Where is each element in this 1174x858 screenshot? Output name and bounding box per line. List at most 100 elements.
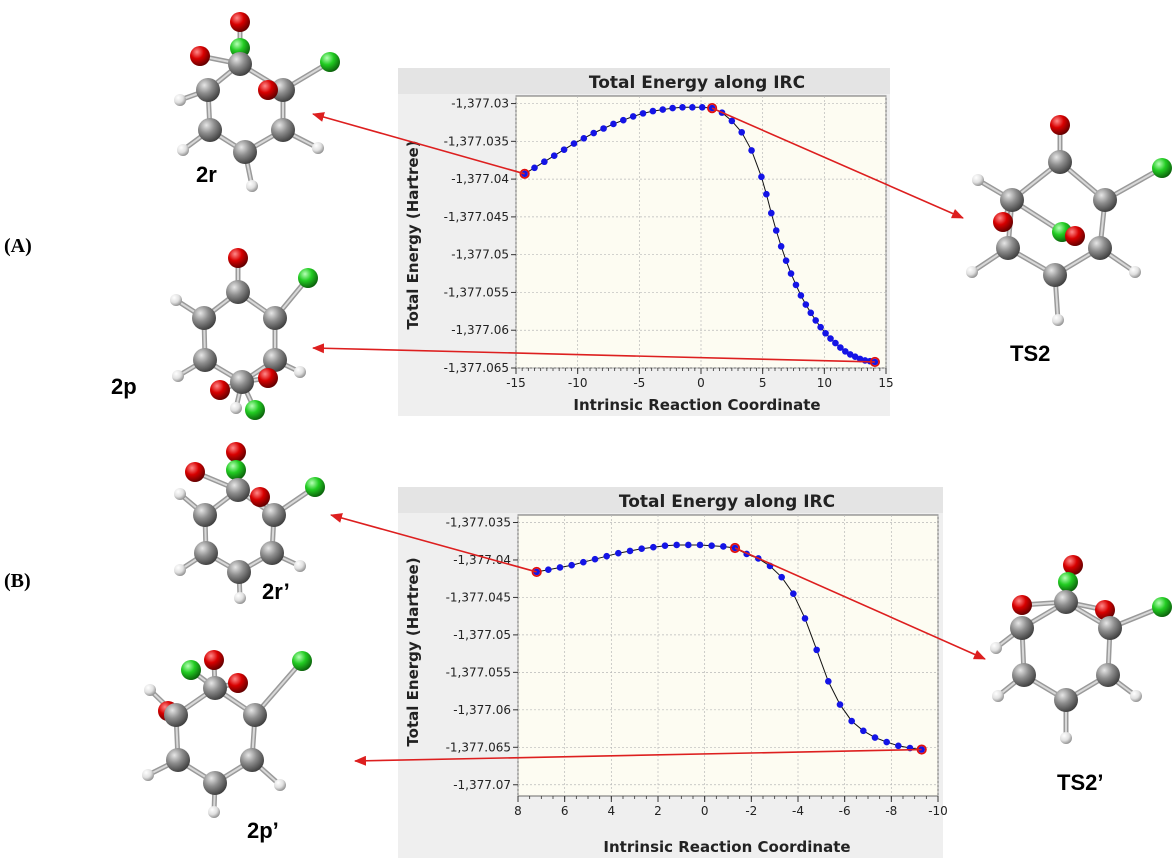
data-point (550, 152, 558, 159)
data-point (531, 164, 538, 172)
chlorine-atom (292, 651, 312, 671)
data-point (669, 104, 676, 112)
molecule-2r-icon (174, 12, 340, 192)
carbon-atom (1012, 663, 1036, 687)
chart-b-xlabel: Intrinsic Reaction Coordinate (603, 838, 850, 856)
data-point (832, 339, 839, 347)
chart-b-title-bar (398, 487, 943, 513)
oxygen-atom (185, 462, 205, 482)
data-point (787, 270, 795, 277)
connector-arrow (312, 112, 525, 175)
label-2p: 2p (111, 374, 137, 399)
hydrogen-atom (177, 144, 189, 156)
label-2r-prime: 2r’ (262, 579, 290, 604)
data-point (591, 555, 599, 563)
y-tick-label: -1,377.03 (451, 97, 509, 111)
data-point (807, 309, 815, 317)
oxygen-atom (993, 212, 1013, 232)
y-tick-label: -1,377.035 (446, 515, 511, 529)
x-tick-label: 5 (759, 376, 767, 390)
carbon-atom (203, 771, 227, 795)
chlorine-atom (245, 400, 265, 420)
carbon-atom (1096, 663, 1120, 687)
data-point (860, 727, 867, 735)
label-2p-prime: 2p’ (247, 818, 279, 843)
molecule-2p-icon (170, 248, 318, 420)
data-point (763, 190, 770, 198)
x-tick-label: -4 (792, 804, 804, 818)
carbon-atom (194, 541, 218, 565)
highlighted-point (729, 542, 741, 554)
hydrogen-atom (230, 402, 242, 414)
data-point (778, 573, 785, 581)
data-point (615, 549, 622, 557)
hydrogen-atom (208, 806, 220, 818)
y-tick-label: -1,377.055 (446, 665, 511, 679)
carbon-atom (164, 703, 188, 727)
data-point (689, 104, 696, 111)
y-tick-label: -1,377.05 (451, 248, 509, 262)
hydrogen-atom (170, 294, 182, 306)
data-point (556, 564, 564, 571)
hydrogen-atom (142, 769, 154, 781)
y-tick-label: -1,377.035 (444, 134, 509, 148)
molecule-ts2-icon (966, 115, 1172, 326)
data-point (659, 106, 667, 113)
y-tick-label: -1,377.05 (453, 628, 511, 642)
chart-a-x-axis: -15 -10 -5 0 5 10 15 (506, 368, 894, 390)
data-point (827, 335, 834, 342)
x-tick-label: -15 (506, 376, 526, 390)
x-tick-label: 8 (514, 804, 522, 818)
carbon-atom (192, 306, 216, 330)
carbon-atom (233, 140, 257, 164)
carbon-atom (1093, 188, 1117, 212)
chlorine-atom (230, 38, 250, 58)
data-point (871, 734, 879, 741)
data-point (836, 701, 844, 708)
data-point (883, 738, 890, 746)
x-tick-label: 0 (701, 804, 709, 818)
y-tick-label: -1,377.04 (451, 172, 509, 186)
carbon-atom (1010, 616, 1034, 640)
data-point (837, 344, 844, 351)
data-point (790, 590, 797, 597)
data-point (629, 113, 637, 120)
data-point (728, 117, 736, 125)
oxygen-atom (228, 248, 248, 268)
carbon-atom (1043, 263, 1067, 287)
data-point (895, 742, 902, 750)
data-point (822, 329, 829, 337)
carbon-atom (271, 118, 295, 142)
molecule-2p-prime-icon (142, 650, 312, 818)
oxygen-atom (1063, 555, 1083, 575)
hydrogen-atom (294, 560, 306, 572)
oxygen-atom (230, 12, 250, 32)
data-point (842, 348, 849, 355)
carbon-atom (228, 52, 252, 76)
connector-arrow (711, 107, 964, 219)
data-point (802, 301, 810, 308)
connector-arrow (734, 547, 986, 660)
oxygen-atom (190, 46, 210, 66)
hydrogen-atom (992, 690, 1004, 702)
chart-a-series (519, 102, 881, 368)
x-tick-label: 4 (608, 804, 616, 818)
carbon-atom (166, 748, 190, 772)
chlorine-atom (1152, 597, 1172, 617)
x-tick-label: -5 (633, 376, 645, 390)
highlighted-point (519, 168, 530, 179)
hydrogen-atom (274, 779, 286, 791)
carbon-atom (203, 676, 227, 700)
x-tick-label: -10 (928, 804, 948, 818)
chart-b-grid (517, 515, 939, 796)
series-line (536, 544, 922, 750)
molecule-ts2-prime-icon (990, 555, 1172, 744)
x-tick-label: -8 (885, 804, 897, 818)
chart-a-xlabel: Intrinsic Reaction Coordinate (573, 396, 820, 414)
chlorine-atom (298, 268, 318, 288)
data-point (813, 646, 820, 654)
data-point (603, 552, 610, 560)
data-point (590, 129, 597, 137)
x-tick-label: 0 (697, 376, 705, 390)
